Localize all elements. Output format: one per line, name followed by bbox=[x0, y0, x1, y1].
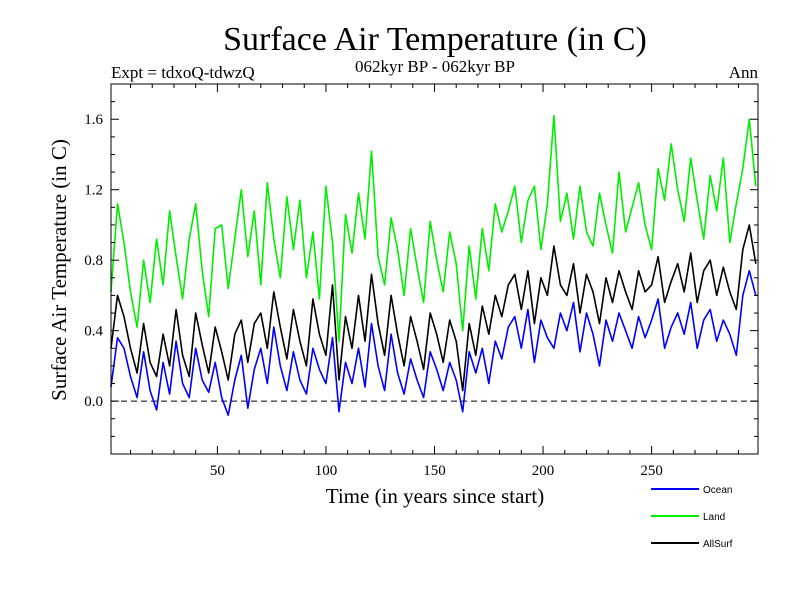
legend-label-land: Land bbox=[703, 512, 725, 523]
series-line-land bbox=[110, 114, 757, 343]
plot-area bbox=[110, 114, 758, 417]
chart-title: Surface Air Temperature (in C) bbox=[223, 21, 647, 58]
y-tick-label: 0.8 bbox=[84, 253, 103, 269]
x-tick-label: 200 bbox=[532, 463, 555, 479]
x-tick-label: 50 bbox=[210, 463, 225, 479]
chart-subtitle-center: 062kyr BP - 062kyr BP bbox=[355, 57, 515, 76]
y-tick-label: 1.6 bbox=[84, 112, 103, 128]
x-tick-label: 150 bbox=[423, 463, 446, 479]
axis-ticks: 50 100 150 200 250 0.0 0.4 0.8 1.2 1.6 bbox=[84, 84, 758, 479]
legend: Ocean Land AllSurf bbox=[651, 485, 733, 550]
y-axis-label: Surface Air Temperature (in C) bbox=[47, 139, 71, 401]
x-axis-label: Time (in years since start) bbox=[326, 484, 545, 508]
legend-label-allsurf: AllSurf bbox=[703, 539, 733, 550]
y-tick-label: 1.2 bbox=[84, 183, 103, 199]
chart-subtitle-right: Ann bbox=[729, 63, 759, 82]
chart-subtitle-left: Expt = tdxoQ-tdwzQ bbox=[111, 63, 255, 82]
y-tick-label: 0.0 bbox=[84, 394, 103, 410]
plot-frame bbox=[110, 83, 759, 455]
legend-label-ocean: Ocean bbox=[703, 485, 732, 496]
y-tick-label: 0.4 bbox=[84, 324, 103, 340]
series-line-allsurf bbox=[110, 224, 757, 392]
x-tick-label: 100 bbox=[315, 463, 338, 479]
series-line-ocean bbox=[110, 269, 757, 417]
series-lines bbox=[110, 114, 757, 417]
x-tick-label: 250 bbox=[640, 463, 663, 479]
